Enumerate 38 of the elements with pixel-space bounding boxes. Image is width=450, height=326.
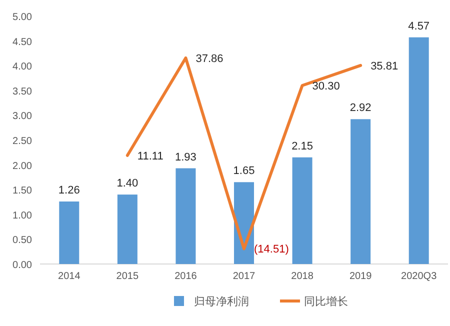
y-tick-label: 2.00 — [12, 160, 32, 172]
data-label: 2.15 — [292, 140, 313, 152]
y-tick-label: 0.00 — [12, 260, 32, 271]
y-tick-label: 3.00 — [12, 111, 32, 122]
data-label: 1.65 — [233, 165, 255, 178]
legend-label: 同比增长 — [304, 295, 348, 308]
data-label: 2.92 — [350, 102, 372, 114]
data-label: 35.81 — [370, 60, 398, 72]
y-tick-label: 1.50 — [12, 186, 32, 197]
legend-label: 归母净利润 — [194, 295, 249, 308]
y-tick-label: 2.50 — [12, 136, 32, 147]
x-tick-label: 2014 — [58, 271, 81, 282]
bar — [176, 168, 196, 264]
bar — [59, 202, 80, 264]
data-label: 4.57 — [408, 20, 430, 32]
data-label: 11.11 — [137, 150, 164, 162]
data-label: (14.51) — [254, 244, 289, 256]
data-label: 1.93 — [175, 151, 196, 164]
data-label: 37.86 — [196, 52, 224, 65]
data-label: 1.40 — [116, 178, 138, 190]
bar — [117, 194, 138, 264]
y-tick-label: 4.50 — [12, 36, 32, 48]
y-tick-label: 1.00 — [12, 210, 32, 222]
y-tick-label: 3.50 — [12, 86, 32, 98]
x-tick-label: 2019 — [349, 271, 372, 282]
y-tick-label: 5.00 — [12, 12, 32, 23]
data-label: 1.26 — [58, 184, 80, 197]
x-tick-label: 2020Q3 — [401, 271, 438, 282]
bar — [408, 37, 429, 264]
x-tick-label: 2016 — [174, 271, 198, 282]
data-label: 30.30 — [312, 80, 340, 93]
bar — [292, 157, 312, 264]
x-tick-label: 2018 — [291, 271, 314, 282]
y-tick-label: 0.50 — [12, 235, 32, 246]
x-tick-label: 2015 — [116, 271, 139, 282]
x-tick-label: 2017 — [232, 271, 256, 282]
bar — [350, 119, 371, 264]
y-tick-label: 4.00 — [12, 62, 32, 73]
